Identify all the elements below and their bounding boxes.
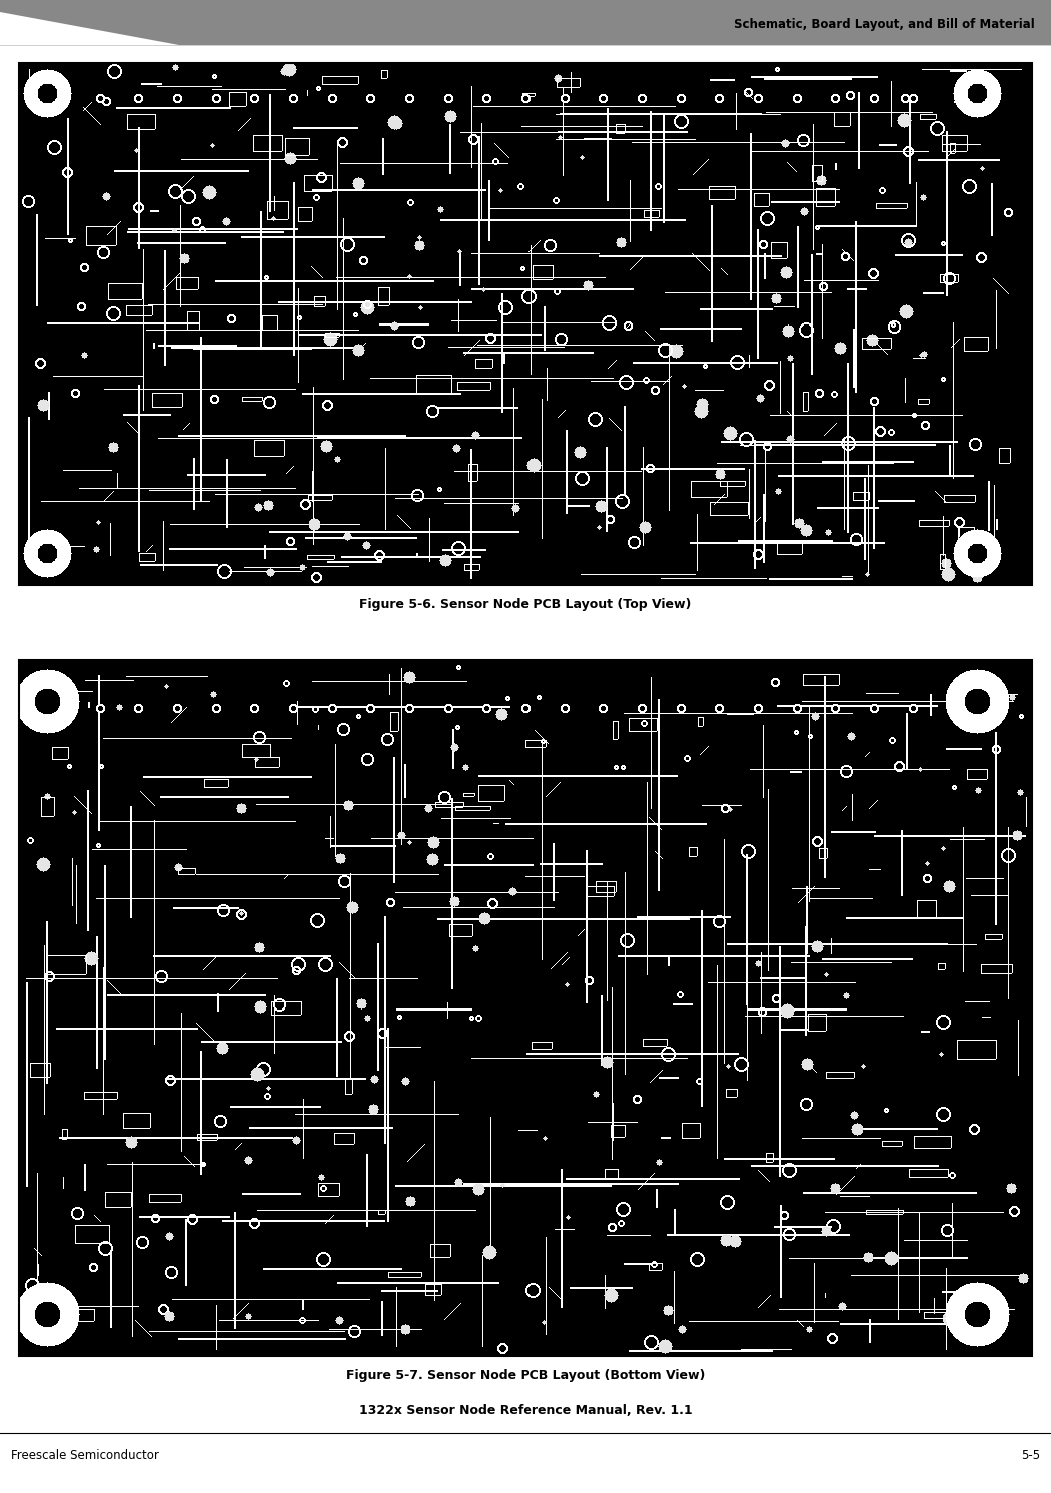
Text: Figure 5-6. Sensor Node PCB Layout (Top View): Figure 5-6. Sensor Node PCB Layout (Top … bbox=[359, 599, 692, 611]
Text: Schematic, Board Layout, and Bill of Material: Schematic, Board Layout, and Bill of Mat… bbox=[735, 18, 1035, 31]
Text: 1322x Sensor Node Reference Manual, Rev. 1.1: 1322x Sensor Node Reference Manual, Rev.… bbox=[358, 1405, 693, 1417]
Bar bbox=[19, 63, 1032, 585]
Text: Figure 5-7. Sensor Node PCB Layout (Bottom View): Figure 5-7. Sensor Node PCB Layout (Bott… bbox=[346, 1369, 705, 1381]
Polygon shape bbox=[0, 0, 1051, 45]
Text: 5-5: 5-5 bbox=[1022, 1450, 1040, 1462]
Text: Freescale Semiconductor: Freescale Semiconductor bbox=[11, 1450, 159, 1462]
Bar bbox=[19, 660, 1032, 1356]
